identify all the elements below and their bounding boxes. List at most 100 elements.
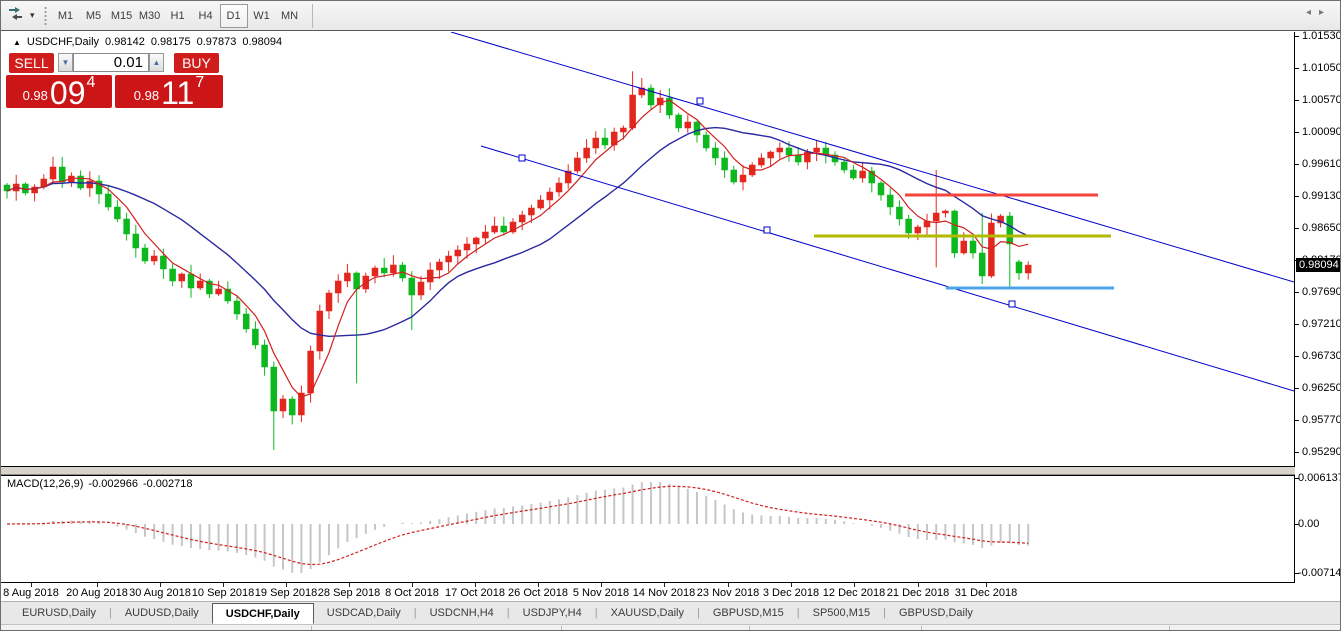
statusbar-separator [749,626,750,630]
macd-signal-line [6,485,1029,566]
symbol-title: USDCHF,Daily [26,36,100,48]
tab-separator: | [796,607,800,619]
timeframe-button-d1[interactable]: D1 [219,3,248,28]
channel-handle[interactable] [1008,300,1016,308]
timeframe-button-h1[interactable]: H1 [170,9,185,22]
macd-axis-tick [1295,478,1299,479]
ohlc-high: 0.98175 [150,36,191,48]
price-tick-label: 0.95770 [1302,414,1341,426]
macd-title: MACD(12,26,9) -0.002966 -0.002718 [7,478,193,490]
price-tick [1295,388,1299,389]
buy-button[interactable]: BUY [174,53,219,73]
date-tick-label: 28 Sep 2018 [317,587,381,599]
date-tick-label: 8 Aug 2018 [3,587,59,599]
price-axis[interactable]: 1.01530 1.01050 1.00570 1.00090 0.99610 0.991… [1295,31,1341,583]
timeframe-button-mn[interactable]: MN [280,9,299,22]
buy-price-panel[interactable]: 0.98 11 7 [115,74,223,111]
caret-down-icon: ▼ [61,58,70,67]
tab-scroll-right-icon[interactable]: ▸ [1318,7,1332,18]
chart-tab-xauusd[interactable]: XAUUSD,Daily [610,607,684,619]
status-bar [1,624,1340,630]
timeframe-button-w1[interactable]: W1 [253,9,270,22]
date-axis[interactable]: 8 Aug 2018 20 Aug 2018 30 Aug 2018 10 Sep 2… [1,583,1340,600]
timeframe-toolbar: ▾ M1 M5 M15 M30 H1 H4 D1 W1 MN [1,1,1340,31]
sell-price-sup: 4 [86,74,96,91]
date-tick-label: 8 Oct 2018 [385,587,439,599]
tab-separator: | [883,607,886,619]
timeframe-button-h4[interactable]: H4 [198,9,213,22]
chart-tab-usdcnh[interactable]: USDCNH,H4 [429,607,494,619]
tab-separator: | [594,607,598,619]
macd-axis-tick [1295,573,1299,574]
volume-input[interactable] [73,53,149,72]
timeframe-button-m1[interactable]: M1 [57,9,74,22]
sell-button[interactable]: SELL [9,53,54,73]
ohlc-close: 0.98094 [242,36,283,48]
tab-separator: | [108,607,112,619]
date-tick-label: 21 Dec 2018 [886,587,950,599]
volume-decrease-button[interactable]: ▼ [58,53,73,72]
date-tick [986,583,987,587]
date-tick-label: 3 Dec 2018 [762,587,820,599]
date-tick [664,583,665,587]
date-tick-label: 5 Nov 2018 [572,587,630,599]
price-tick-label: 0.95290 [1302,446,1341,458]
macd-indicator-name: MACD(12,26,9) [7,478,84,490]
channel-handle[interactable] [518,154,526,162]
chart-tab-audusd[interactable]: AUDUSD,Daily [124,607,199,619]
macd-axis-label: 0.00 [1298,518,1320,530]
chart-tab-gbpusd[interactable]: GBPUSD,M15 [712,607,784,619]
chart-tab-usdchf[interactable]: USDCHF,Daily [211,603,314,624]
tab-separator: | [696,607,700,619]
price-tick-label: 0.97690 [1302,286,1341,298]
date-tick [349,583,350,587]
panel-splitter[interactable] [1,467,1340,475]
price-tick-label: 0.96250 [1302,382,1341,394]
caret-up-icon: ▲ [152,58,161,67]
chart-tab-usdjpy[interactable]: USDJPY,H4 [522,607,582,619]
date-tick-label: 19 Sep 2018 [254,587,318,599]
buy-price-big: 11 [161,75,195,111]
trend-channel[interactable] [450,32,1294,392]
macd-value-signal: -0.002718 [142,478,193,490]
date-tick [854,583,855,587]
price-tick-label: 1.00090 [1302,126,1341,138]
toolbar-grip[interactable] [42,4,48,27]
ma-fast-line [6,99,1029,398]
chart-tab-eurusd[interactable]: EURUSD,Daily [22,607,96,619]
price-tick [1295,68,1299,69]
date-tick-label: 23 Nov 2018 [696,587,760,599]
channel-handle[interactable] [763,226,771,234]
date-tick [412,583,413,587]
timeframe-button-m30[interactable]: M30 [138,9,161,22]
date-tick-label: 31 Dec 2018 [954,587,1018,599]
macd-panel-frame [1,475,1295,583]
date-tick [286,583,287,587]
chart-tab-gbpusd[interactable]: GBPUSD,Daily [898,607,973,619]
price-tick [1295,164,1299,165]
toolbar-separator [311,3,313,28]
collapse-triangle-icon[interactable]: ▲ [13,37,21,47]
chart-mode-button[interactable]: ▾ [1,6,39,26]
timeframe-button-m15[interactable]: M15 [110,9,133,22]
chevron-down-icon[interactable]: ▾ [30,10,35,20]
volume-increase-button[interactable]: ▲ [149,53,164,72]
date-tick [538,583,539,587]
tab-scroll-left-icon[interactable]: ◂ [1305,7,1319,18]
chart-tab-sp500[interactable]: SP500,M15 [812,607,871,619]
macd-axis-label: 0.006137 [1298,472,1341,484]
price-tick [1295,100,1299,101]
date-tick-label: 17 Oct 2018 [445,587,505,599]
main-chart-canvas [3,32,1294,450]
price-tick [1295,36,1299,37]
date-tick [791,583,792,587]
channel-handle[interactable] [696,97,704,105]
sell-price-panel[interactable]: 0.98 09 4 [6,74,112,109]
price-tick-label: 0.96730 [1302,350,1341,362]
date-tick [160,583,161,587]
buy-price-sup: 7 [195,74,205,91]
chart-tab-usdcad[interactable]: USDCAD,Daily [326,607,401,619]
timeframe-button-m5[interactable]: M5 [85,9,102,22]
price-tick [1295,324,1299,325]
